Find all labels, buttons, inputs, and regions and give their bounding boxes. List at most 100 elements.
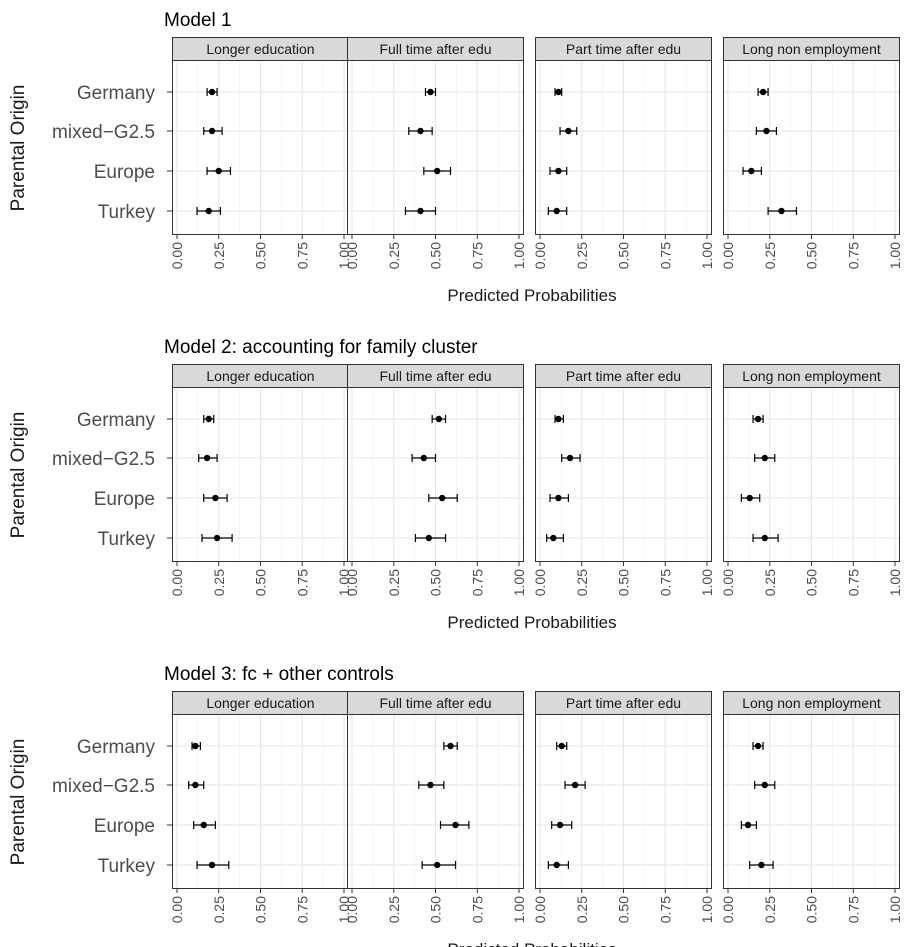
estimate-point [213, 534, 221, 542]
facet-panel: Part time after edu 0.00 0.25 0.50 0.75 1.00 [532, 37, 715, 269]
x-tick-label: 0.75 [469, 569, 485, 596]
estimate-point [748, 167, 755, 175]
facet-strip-label: Long non employment [742, 41, 881, 57]
estimate-point [212, 494, 219, 502]
y-axis-label: Parental Origin [8, 412, 29, 539]
model-block-1: Model 1 Parental Origin Predicted Probabil… [8, 10, 903, 305]
facet-strip-label: Part time after edu [566, 41, 681, 57]
x-tick-label: 0.75 [294, 896, 310, 923]
y-axis-label: Parental Origin [8, 739, 29, 866]
x-tick-label: 0.75 [845, 896, 861, 923]
x-tick-label: 0.75 [294, 569, 310, 596]
x-tick-label: 0.50 [804, 569, 820, 596]
estimate-point [425, 534, 433, 542]
facet-strip-label: Longer education [206, 368, 314, 384]
facet-panel: Long non employment 0.00 0.25 0.50 0.75 1.00 [720, 37, 903, 269]
x-tick-label: 0.50 [428, 896, 444, 923]
x-tick-label: 0.25 [211, 896, 227, 923]
facet-panel: Full time after edu 0.00 0.25 0.50 0.75 1.00 [344, 364, 527, 596]
facet-strip [347, 364, 524, 388]
estimate-point [200, 821, 207, 829]
estimate-point [438, 494, 446, 502]
x-tick-label: 0.50 [253, 896, 269, 923]
estimate-point [417, 207, 424, 215]
x-tick-label: 0.75 [657, 896, 673, 923]
category-label: Europe [94, 816, 155, 837]
chart-title: Model 2: accounting for family cluster [164, 337, 478, 358]
estimate-point [550, 534, 557, 542]
estimate-point [205, 415, 212, 423]
estimate-point [417, 127, 424, 135]
x-tick-label: 0.25 [386, 896, 402, 923]
facet-strip-label: Full time after edu [379, 695, 491, 711]
x-tick-label: 0.75 [657, 569, 673, 596]
x-tick-label: 1.00 [511, 896, 527, 923]
x-axis-label: Predicted Probabilities [447, 613, 616, 632]
estimate-point [778, 207, 785, 215]
x-tick-label: 0.00 [720, 242, 736, 269]
facet-strip-label: Full time after edu [379, 41, 491, 57]
estimate-point [759, 88, 767, 96]
category-label: mixed−G2.5 [52, 122, 155, 143]
facet-panel: Longer education 0.00 0.25 0.50 0.75 1.00 [169, 37, 352, 269]
x-tick-label: 1.00 [887, 242, 903, 269]
category-label: Turkey [98, 529, 156, 550]
facet-strip-label: Part time after edu [566, 368, 681, 384]
x-tick-label: 0.50 [253, 569, 269, 596]
x-tick-label: 1.00 [336, 569, 352, 596]
estimate-point [565, 127, 572, 135]
x-tick-label: 0.25 [386, 242, 402, 269]
chart-title: Model 3: fc + other controls [164, 664, 394, 685]
estimate-point [208, 861, 216, 869]
facet-strip [723, 37, 900, 61]
estimate-point [555, 88, 562, 96]
x-tick-label: 0.50 [428, 569, 444, 596]
estimate-point [558, 742, 565, 750]
x-tick-label: 0.00 [169, 569, 185, 596]
facet-panel: Full time after edu 0.00 0.25 0.50 0.75 1.00 [344, 37, 527, 269]
y-axis-label: Parental Origin [8, 85, 29, 212]
x-tick-label: 0.00 [169, 242, 185, 269]
facet-strip [723, 691, 900, 715]
facet-panel: Part time after edu 0.00 0.25 0.50 0.75 1.00 [532, 691, 715, 923]
x-tick-label: 0.25 [762, 569, 778, 596]
estimate-point [555, 494, 562, 502]
facet-panel: Longer education 0.00 0.25 0.50 0.75 1.00 [169, 364, 352, 596]
estimate-point [761, 781, 768, 789]
x-tick-label: 0.00 [344, 242, 360, 269]
facet-strip-label: Part time after edu [566, 695, 681, 711]
facet-strip [535, 691, 712, 715]
estimate-point [761, 534, 768, 542]
category-label: Turkey [98, 202, 156, 223]
category-label: Europe [94, 162, 155, 183]
x-tick-label: 0.25 [211, 569, 227, 596]
category-label: mixed−G2.5 [52, 776, 155, 797]
x-tick-label: 0.50 [253, 242, 269, 269]
facet-strip-label: Longer education [206, 695, 314, 711]
facet-strip-label: Long non employment [742, 368, 881, 384]
category-label: Germany [77, 410, 156, 431]
facet-strip [535, 37, 712, 61]
facet-strip [535, 364, 712, 388]
facet-strip [723, 364, 900, 388]
estimate-point [571, 781, 579, 789]
estimate-point [208, 88, 216, 96]
x-tick-label: 0.75 [845, 242, 861, 269]
facet-strip [347, 691, 524, 715]
x-tick-label: 0.75 [845, 569, 861, 596]
x-tick-label: 1.00 [699, 896, 715, 923]
x-axis-label: Predicted Probabilities [447, 286, 616, 305]
x-tick-label: 0.50 [616, 242, 632, 269]
facet-panel: Longer education 0.00 0.25 0.50 0.75 1.00 [169, 691, 352, 923]
category-label: Germany [77, 83, 156, 104]
facet-strip-label: Full time after edu [379, 368, 491, 384]
estimate-point [744, 821, 752, 829]
estimate-point [215, 167, 222, 175]
estimate-point [758, 861, 765, 869]
x-tick-label: 0.25 [211, 242, 227, 269]
category-label: Turkey [98, 856, 156, 877]
estimate-point [192, 742, 199, 750]
x-axis-label: Predicted Probabilities [447, 940, 616, 947]
x-tick-label: 0.75 [294, 242, 310, 269]
